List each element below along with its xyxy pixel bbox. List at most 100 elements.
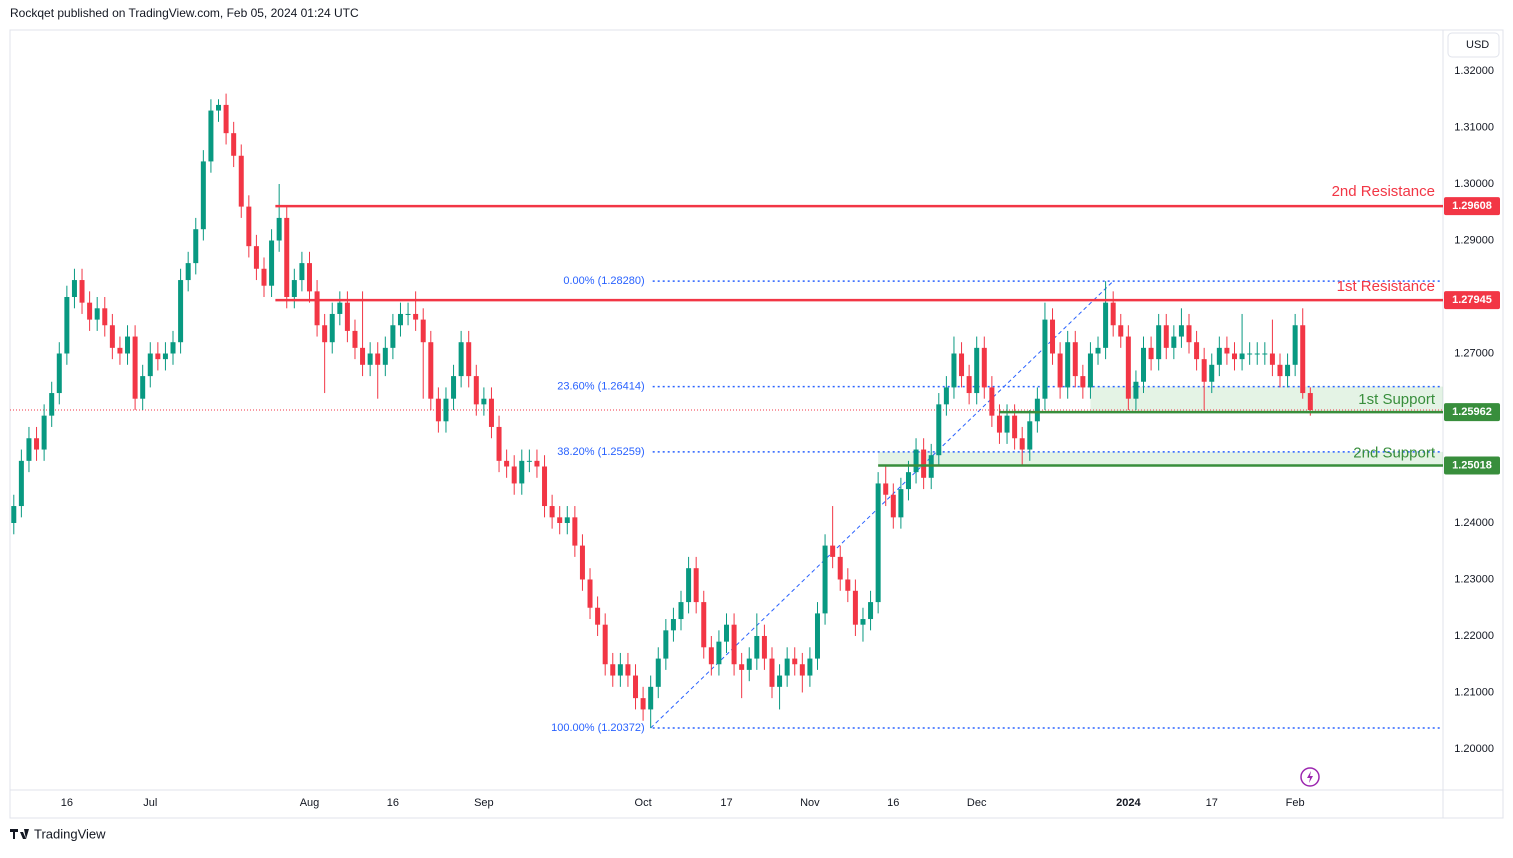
candle-body (1072, 342, 1078, 377)
x-tick-label: Jul (143, 797, 157, 809)
x-tick-label: Oct (635, 797, 652, 809)
candle-body (716, 641, 722, 665)
candle-body (443, 398, 449, 422)
candle-body (504, 460, 510, 467)
candle-body (147, 353, 153, 377)
candle-body (1065, 342, 1071, 388)
candle-body (428, 342, 434, 399)
candle-body (41, 415, 47, 450)
y-tick-label: 1.23000 (1454, 573, 1494, 585)
y-tick-label: 1.29000 (1454, 234, 1494, 246)
candle-body (943, 387, 949, 405)
candle-body (708, 647, 714, 665)
alert-icon[interactable] (1300, 767, 1320, 787)
fib-label: 100.00% (1.20372) (551, 722, 645, 734)
y-tick-label: 1.32000 (1454, 65, 1494, 77)
candle-body (959, 353, 965, 377)
candle-body (511, 466, 517, 484)
candle-body (625, 664, 631, 676)
candle-body (1095, 347, 1101, 354)
level-price-label: 1.25018 (1452, 459, 1492, 471)
candle-body (701, 602, 707, 648)
candle-body (640, 698, 646, 710)
candle-body (542, 466, 548, 507)
candle-body (1163, 325, 1169, 348)
candle-body (610, 664, 616, 676)
candle-body (572, 517, 578, 546)
candle-body (1027, 421, 1033, 450)
currency[interactable]: USD (1466, 39, 1489, 51)
level-price-label: 1.25962 (1452, 406, 1492, 418)
candle-body (1156, 325, 1162, 360)
candle-body (799, 664, 805, 676)
candle-body (746, 658, 752, 670)
x-tick-label: Nov (800, 797, 820, 809)
candle-body (140, 376, 146, 399)
candle-body (246, 206, 252, 247)
candle-body (185, 263, 191, 281)
candle-body (526, 460, 532, 462)
candle-body (678, 602, 684, 620)
candle-body (951, 353, 957, 388)
level-price-box (1444, 403, 1500, 422)
candle-body (1171, 336, 1177, 348)
candle-body (534, 460, 540, 467)
candle-body (1178, 325, 1184, 337)
support-zone (878, 451, 1443, 466)
candle-body (837, 556, 843, 580)
x-tick-label: 2024 (1116, 797, 1141, 809)
candle-body (921, 449, 927, 478)
candle-body (1239, 353, 1245, 360)
candle-body (883, 483, 889, 495)
candle-body (549, 506, 555, 518)
candle-body (284, 217, 290, 298)
candle-body (769, 658, 775, 687)
candle-body (420, 319, 426, 343)
level-price-box (1444, 291, 1500, 310)
candle-body (595, 607, 601, 625)
candle-body (11, 506, 17, 523)
candle-body (617, 664, 623, 676)
candle-body (238, 155, 244, 207)
candle-body (299, 263, 305, 281)
candle-body (1087, 353, 1093, 388)
level-price-box (1444, 456, 1500, 475)
candle-body (519, 460, 525, 484)
candle-body (1125, 336, 1131, 399)
candle-body (56, 353, 62, 394)
candle-body (1148, 347, 1154, 360)
candle-body (269, 240, 275, 286)
fib-trend-line (650, 280, 1114, 729)
candle-body (109, 325, 115, 348)
candle-body (875, 483, 881, 603)
fib-label: 38.20% (1.25259) (557, 446, 644, 458)
candle-body (1118, 325, 1124, 337)
x-tick-label: 17 (720, 797, 732, 809)
candle-body (1285, 364, 1291, 377)
x-tick-label: Dec (967, 797, 987, 809)
candle-body (322, 325, 328, 343)
candle-body (1277, 364, 1283, 377)
y-tick-label: 1.31000 (1454, 121, 1494, 133)
candle-body (1042, 319, 1048, 399)
candle-body (936, 404, 942, 456)
candle-body (724, 624, 729, 642)
candle-body (170, 342, 176, 354)
candle-body (1133, 381, 1139, 399)
brand-logo (10, 829, 29, 839)
y-tick-label: 1.27000 (1454, 347, 1494, 359)
currency-button[interactable] (1447, 32, 1500, 58)
candle-body (648, 686, 654, 710)
candle-body (162, 353, 168, 360)
candle-body (822, 545, 828, 614)
candle-body (1300, 325, 1306, 394)
level-name: 1st Resistance (1337, 278, 1435, 295)
candle-body (132, 336, 138, 399)
candle-body (1057, 353, 1063, 388)
candle-body (276, 217, 282, 241)
candle-body (966, 376, 972, 394)
candle-body (1012, 415, 1018, 439)
fib-label: 23.60% (1.26414) (557, 381, 644, 393)
